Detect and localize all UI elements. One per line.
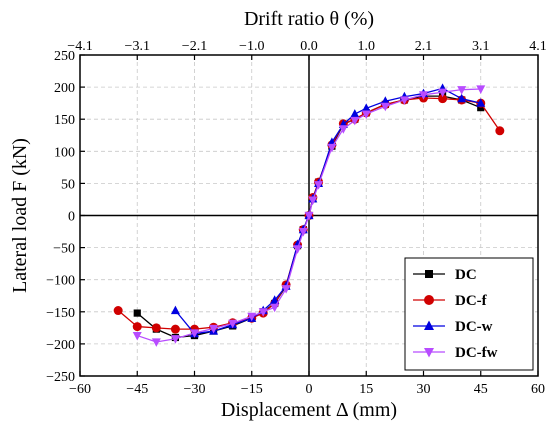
circle-marker — [132, 322, 142, 332]
triangle-down-marker — [298, 227, 308, 237]
triangle-down-marker — [170, 335, 180, 344]
square-marker — [133, 309, 141, 317]
y-tick-label: 150 — [54, 113, 75, 128]
triangle-down-marker — [350, 116, 360, 126]
y-tick-label: −150 — [46, 306, 75, 321]
triangle-down-marker — [308, 196, 318, 206]
legend: DC DC-f DC-w DC-fw — [404, 257, 534, 371]
triangle-down-marker — [424, 348, 434, 358]
triangle-down-marker — [476, 85, 486, 94]
top-tick-label: 3.1 — [472, 39, 490, 54]
top-axis-title: Drift ratio θ (%) — [244, 8, 374, 30]
triangle-up-marker — [476, 98, 486, 107]
triangle-up-marker — [170, 305, 180, 315]
legend-label: DC-w — [455, 319, 493, 335]
triangle-down-marker — [361, 110, 371, 120]
y-tick-label: 100 — [54, 145, 75, 160]
triangle-down-marker — [419, 91, 428, 100]
triangle-down-marker — [338, 125, 348, 134]
triangle-down-marker — [399, 96, 409, 105]
triangle-down-marker — [132, 331, 142, 341]
x-tick-label: −60 — [69, 382, 91, 397]
top-tick-label: −1.0 — [239, 39, 264, 54]
top-tick-label: 1.0 — [358, 39, 376, 54]
top-tick-label: −4.1 — [67, 39, 92, 54]
legend-item: DC — [413, 267, 477, 283]
legend-item: DC-fw — [413, 345, 498, 361]
series-dc-fw — [132, 85, 486, 347]
triangle-down-marker — [270, 303, 280, 313]
axis-ticks: −60 −45 −30 −15 0 15 30 45 60−250−200−150−100−50… — [46, 39, 547, 397]
triangle-down-marker — [304, 211, 314, 221]
x-tick-label: 45 — [474, 382, 488, 397]
triangle-up-marker — [424, 320, 434, 330]
circle-marker — [113, 306, 123, 316]
triangle-down-marker — [190, 329, 199, 338]
triangle-down-marker — [209, 324, 219, 334]
square-marker — [425, 270, 433, 278]
triangle-down-marker — [314, 181, 324, 190]
top-tick-label: 4.1 — [529, 39, 547, 54]
x-axis-title: Displacement Δ (mm) — [221, 399, 397, 421]
x-tick-label: −15 — [241, 382, 263, 397]
triangle-down-marker — [228, 319, 238, 329]
y-axis-title: Lateral load F (kN) — [9, 138, 31, 293]
triangle-down-marker — [327, 143, 337, 153]
triangle-down-marker — [438, 88, 448, 98]
legend-label: DC-f — [455, 293, 488, 309]
circle-marker — [495, 126, 505, 136]
legend-label: DC-fw — [455, 345, 498, 361]
top-tick-label: −3.1 — [125, 39, 150, 54]
y-tick-label: 50 — [61, 177, 75, 192]
y-tick-label: 200 — [54, 81, 75, 96]
top-tick-label: −2.1 — [182, 39, 207, 54]
circle-marker — [424, 295, 434, 305]
top-tick-label: 0.0 — [300, 39, 318, 54]
x-tick-label: −45 — [126, 382, 148, 397]
triangle-up-marker — [270, 295, 280, 304]
triangle-down-marker — [151, 338, 161, 347]
x-tick-label: 0 — [306, 382, 313, 397]
triangle-down-marker — [281, 285, 291, 294]
y-tick-label: 250 — [54, 49, 75, 64]
triangle-up-marker — [361, 103, 371, 112]
x-tick-label: 60 — [531, 382, 545, 397]
triangle-down-marker — [247, 312, 257, 322]
x-tick-label: 15 — [359, 382, 373, 397]
circle-marker — [438, 94, 448, 104]
y-tick-label: −100 — [46, 274, 75, 289]
x-tick-label: 30 — [417, 382, 431, 397]
triangle-down-marker — [457, 86, 467, 95]
triangle-up-marker — [350, 109, 360, 118]
top-tick-label: 2.1 — [415, 39, 433, 54]
y-tick-label: −200 — [46, 338, 75, 353]
triangle-down-marker — [380, 102, 390, 112]
y-tick-label: −50 — [53, 242, 75, 257]
y-tick-label: −250 — [46, 370, 75, 385]
triangle-up-marker — [380, 96, 390, 105]
y-tick-label: 0 — [68, 210, 75, 225]
legend-label: DC — [455, 267, 477, 283]
circle-marker — [151, 323, 161, 333]
triangle-down-marker — [293, 245, 303, 254]
legend-item: DC-w — [413, 319, 493, 335]
legend-item: DC-f — [413, 293, 488, 309]
x-tick-label: −30 — [184, 382, 206, 397]
triangle-up-marker — [457, 93, 467, 103]
series-group — [113, 83, 505, 347]
triangle-down-marker — [258, 308, 268, 317]
circle-marker — [170, 324, 180, 334]
